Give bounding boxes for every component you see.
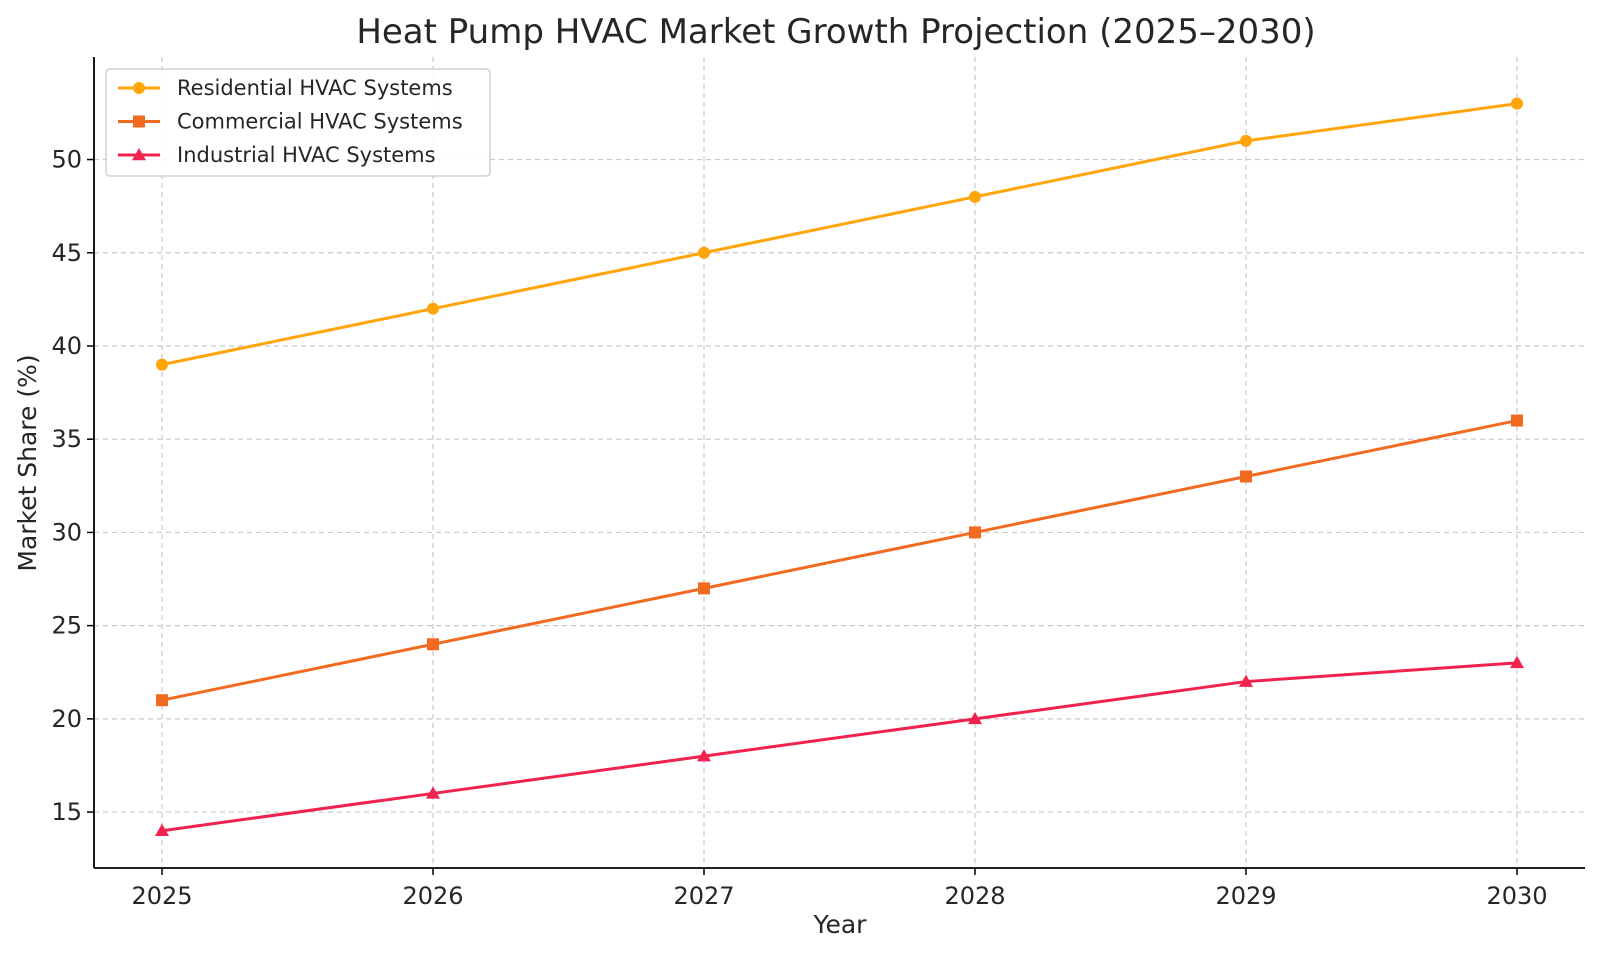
data-point-industrial-hvac-systems <box>697 749 711 762</box>
series-line-industrial-hvac-systems <box>160 661 1519 833</box>
data-point-residential-hvac-systems <box>1240 134 1252 147</box>
data-point-commercial-hvac-systems <box>1240 470 1252 483</box>
y-tick-label: 35 <box>51 425 82 453</box>
y-tick-label: 45 <box>51 239 82 267</box>
y-tick-label: 50 <box>51 146 82 174</box>
legend-marker <box>133 115 145 128</box>
series-residential-hvac-systems <box>156 97 1523 371</box>
x-tick-label: 2026 <box>402 882 463 910</box>
y-tick-label: 30 <box>51 518 82 546</box>
legend-item-residential-hvac-systems: Residential HVAC Systems <box>118 76 453 100</box>
data-point-commercial-hvac-systems <box>1511 414 1523 427</box>
data-point-commercial-hvac-systems <box>969 526 981 539</box>
legend-label: Residential HVAC Systems <box>177 76 453 100</box>
legend-marker <box>132 148 146 161</box>
legend-label: Industrial HVAC Systems <box>177 143 436 167</box>
x-tick-label: 2028 <box>944 882 1005 910</box>
data-point-residential-hvac-systems <box>1511 97 1523 110</box>
series-industrial-hvac-systems <box>155 655 1524 836</box>
y-tick-label: 20 <box>51 705 82 733</box>
data-point-residential-hvac-systems <box>969 190 981 203</box>
x-axis-label: Year <box>813 910 868 939</box>
legend-label: Commercial HVAC Systems <box>177 110 463 134</box>
y-tick-label: 15 <box>51 798 82 826</box>
legend-item-industrial-hvac-systems: Industrial HVAC Systems <box>118 143 436 167</box>
data-point-residential-hvac-systems <box>156 358 168 371</box>
data-point-commercial-hvac-systems <box>427 638 439 651</box>
data-point-industrial-hvac-systems <box>968 711 982 725</box>
legend-box <box>105 68 491 177</box>
legend: Residential HVAC Systems Commercial HVAC … <box>105 68 491 177</box>
data-point-commercial-hvac-systems <box>698 582 710 595</box>
grid-layer <box>94 57 1585 868</box>
legend-marker <box>133 82 145 94</box>
data-point-industrial-hvac-systems <box>426 786 440 799</box>
data-point-industrial-hvac-systems <box>155 823 169 836</box>
legend-item-commercial-hvac-systems: Commercial HVAC Systems <box>118 110 463 134</box>
data-point-industrial-hvac-systems <box>1510 655 1524 669</box>
series-line-residential-hvac-systems <box>160 102 1519 367</box>
y-tick-label: 25 <box>51 612 82 640</box>
series-layer <box>155 97 1524 836</box>
y-axis-label: Market Share (%) <box>13 354 42 571</box>
x-tick-label: 2029 <box>1215 882 1276 910</box>
data-point-commercial-hvac-systems <box>156 694 168 707</box>
data-point-residential-hvac-systems <box>698 246 710 259</box>
series-commercial-hvac-systems <box>156 414 1523 707</box>
x-tick-label: 2027 <box>673 882 734 910</box>
data-point-industrial-hvac-systems <box>1239 674 1253 687</box>
x-tick-label: 2025 <box>131 882 192 910</box>
data-point-residential-hvac-systems <box>427 302 439 315</box>
y-tick-label: 40 <box>51 332 82 360</box>
x-tick-label: 2030 <box>1486 882 1547 910</box>
chart-title: Heat Pump HVAC Market Growth Projection … <box>356 12 1315 52</box>
series-line-commercial-hvac-systems <box>160 419 1519 702</box>
